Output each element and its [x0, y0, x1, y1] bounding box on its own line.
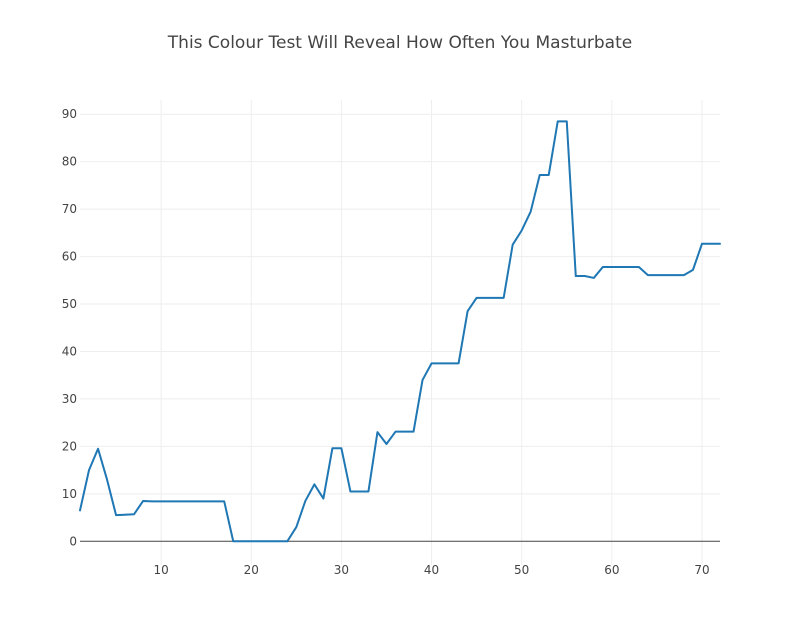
x-tick-label: 50 [514, 563, 529, 577]
y-tick-label: 50 [62, 297, 77, 311]
y-tick-label: 40 [62, 344, 77, 358]
x-tick-label: 60 [604, 563, 619, 577]
x-tick-label: 10 [153, 563, 168, 577]
y-tick-label: 90 [62, 107, 77, 121]
tick-labels: 10 20 30 40 50 60 70 0 10 20 30 40 50 60 70 80 90 [62, 107, 710, 577]
y-tick-label: 0 [69, 534, 77, 548]
y-tick-label: 10 [62, 487, 77, 501]
grid [80, 100, 720, 565]
series [79, 120, 721, 543]
y-tick-label: 60 [62, 250, 77, 264]
series-line [79, 120, 721, 543]
x-tick-label: 40 [424, 563, 439, 577]
y-tick-label: 20 [62, 439, 77, 453]
y-tick-label: 80 [62, 155, 77, 169]
x-tick-label: 70 [694, 563, 709, 577]
x-tick-label: 20 [244, 563, 259, 577]
x-tick-label: 30 [334, 563, 349, 577]
y-tick-label: 30 [62, 392, 77, 406]
chart-title: This Colour Test Will Reveal How Often Y… [167, 33, 633, 53]
y-tick-label: 70 [62, 202, 77, 216]
